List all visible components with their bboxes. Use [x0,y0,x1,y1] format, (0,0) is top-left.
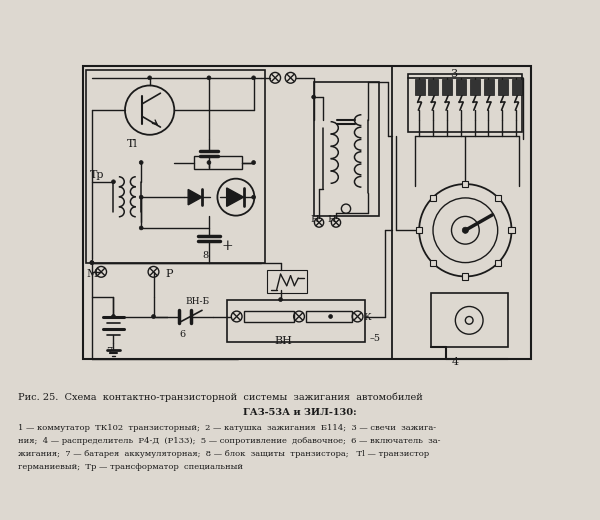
Bar [495,260,501,266]
Text: Тl: Тl [127,139,137,149]
Bar [194,157,242,168]
Bar [83,66,531,359]
Bar [442,80,452,95]
Circle shape [139,161,143,164]
Bar [508,227,515,233]
Text: германиевый;  Тр — трансформатор  специальный: германиевый; Тр — трансформатор специаль… [18,463,243,471]
Text: 4: 4 [451,357,458,367]
Bar [407,74,521,132]
Bar [227,300,365,342]
Bar [495,194,501,201]
Text: 6: 6 [179,330,185,340]
Text: Р: Р [165,269,173,279]
Bar [456,80,466,95]
Bar [430,194,436,201]
Bar [392,66,531,359]
Text: +: + [221,239,233,253]
Circle shape [251,161,256,164]
Bar [497,80,508,95]
Circle shape [139,226,143,230]
Bar [470,80,480,95]
Bar [306,311,352,322]
Text: Н: Н [328,215,337,224]
Text: ния;  4 — распределитель  Р4-Д  (Р133);  5 — сопротивление  добавочное;  6 — вкл: ния; 4 — распределитель Р4-Д (Р133); 5 —… [18,437,440,445]
Circle shape [278,297,283,302]
Polygon shape [227,188,244,206]
Circle shape [312,95,316,99]
Bar [462,274,469,280]
Circle shape [251,76,256,80]
Text: –5: –5 [369,334,380,343]
Circle shape [462,227,469,233]
Text: М: М [86,269,98,279]
Bar [244,311,293,322]
Bar [484,80,494,95]
Bar [430,260,436,266]
Bar [415,80,425,95]
Text: ВН: ВН [274,336,292,346]
Circle shape [148,76,152,80]
Text: Н: Н [311,215,320,224]
Circle shape [112,180,115,184]
Bar [266,270,307,293]
Polygon shape [188,189,202,205]
Bar [86,70,265,263]
Bar [314,82,379,216]
Text: Тр: Тр [89,170,104,180]
Text: 8: 8 [203,251,209,260]
Text: Рис. 25.  Схема  контактно-транзисторной  системы  зажигания  автомобилей: Рис. 25. Схема контактно-транзисторной с… [18,393,423,402]
Bar [431,293,508,347]
Circle shape [112,315,115,318]
Circle shape [90,261,94,265]
Text: 1 — коммутатор  ТК102  транзисторный;  2 — катушка  зажигания  Б114;  3 — свечи : 1 — коммутатор ТК102 транзисторный; 2 — … [18,424,436,432]
Bar [416,227,422,233]
Circle shape [152,315,155,318]
Circle shape [90,261,94,265]
Circle shape [139,195,143,199]
Text: ВН-Б: ВН-Б [186,297,210,306]
Bar [512,80,521,95]
Circle shape [207,76,211,80]
Text: ГАЗ-53А и ЗИЛ-130:: ГАЗ-53А и ЗИЛ-130: [243,408,357,417]
Text: жигания;  7 — батарея  аккумуляторная;  8 — блок  защиты  транзистора;   Тl — тр: жигания; 7 — батарея аккумуляторная; 8 —… [18,450,429,458]
Circle shape [251,195,256,199]
Text: 7: 7 [106,347,113,356]
Circle shape [207,161,211,164]
Text: К: К [363,314,371,322]
Bar [462,181,469,187]
Text: 3: 3 [450,69,457,79]
Circle shape [329,315,332,318]
Bar [428,80,439,95]
